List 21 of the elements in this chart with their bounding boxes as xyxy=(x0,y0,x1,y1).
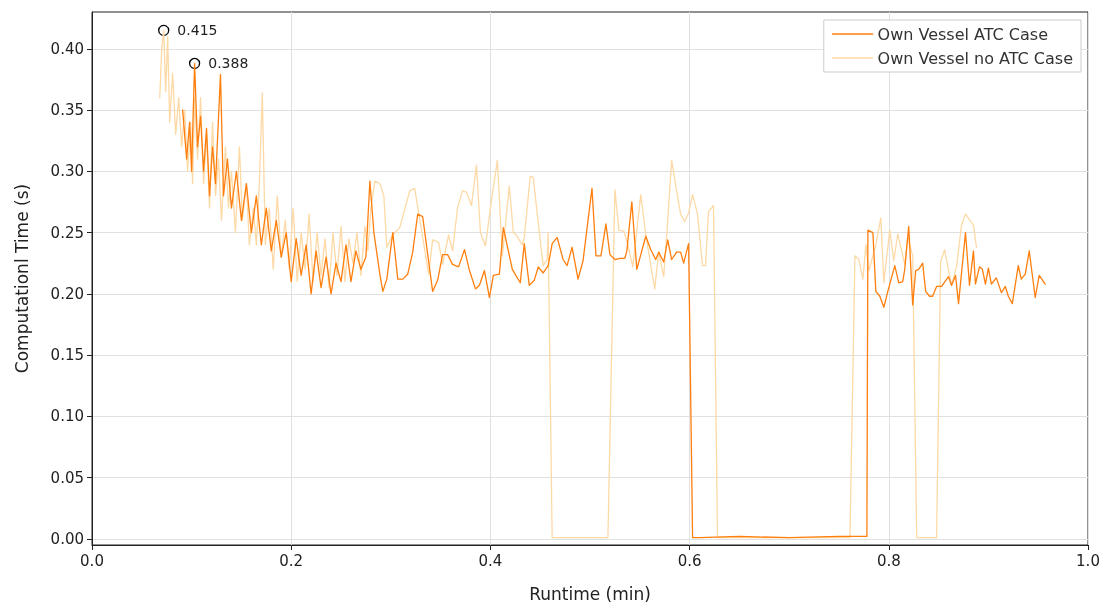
annotation: 0.388 xyxy=(208,55,249,72)
y-tick-label: 0.40 xyxy=(50,39,84,58)
y-tick-label: 0.25 xyxy=(50,223,84,242)
x-tick-label: 0.6 xyxy=(677,551,702,570)
y-tick-label: 0.35 xyxy=(50,101,84,120)
legend-label: Own Vessel ATC Case xyxy=(877,24,1048,44)
y-tick-label: 0.00 xyxy=(50,529,84,548)
x-tick-label: 0.0 xyxy=(80,551,104,570)
y-axis-title: Computationl Time (s) xyxy=(11,183,32,374)
y-tick-label: 0.20 xyxy=(50,284,84,303)
y-tick-label: 0.10 xyxy=(50,407,84,426)
x-tick-label: 0.8 xyxy=(876,551,901,570)
y-tick-label: 0.30 xyxy=(50,162,84,181)
x-tick-label: 1.0 xyxy=(1076,551,1100,570)
x-axis-title: Runtime (min) xyxy=(529,583,651,604)
annotation: 0.415 xyxy=(177,22,218,39)
x-tick-label: 0.2 xyxy=(279,551,304,570)
y-tick-label: 0.05 xyxy=(50,468,84,487)
y-tick-label: 0.15 xyxy=(50,346,84,365)
legend-label: Own Vessel no ATC Case xyxy=(877,48,1073,68)
x-tick-label: 0.4 xyxy=(478,551,503,570)
